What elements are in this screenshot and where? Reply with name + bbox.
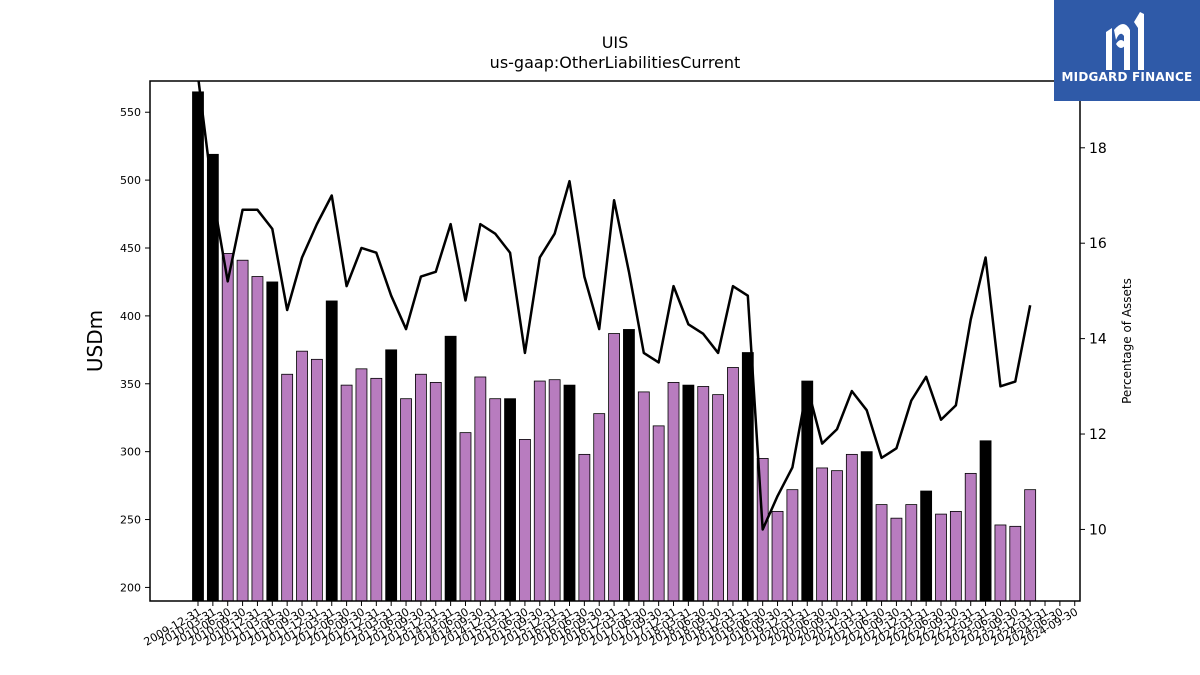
y-tick-label: 200 [120, 581, 141, 594]
midgard-logo-icon [1106, 12, 1144, 70]
bar [949, 510, 962, 601]
brand-logo-text: MIDGARD FINANCE [1061, 70, 1193, 84]
bar [875, 504, 888, 601]
bar [935, 513, 947, 601]
chart-title: UIS [602, 33, 629, 52]
bar [533, 380, 546, 601]
bar [667, 382, 680, 601]
bar [206, 153, 219, 601]
bar [860, 451, 873, 601]
bar [623, 329, 635, 601]
y2-tick-label: 18 [1089, 141, 1107, 157]
y-tick-label: 550 [120, 106, 141, 119]
bar [459, 432, 472, 601]
brand-logo: MIDGARD FINANCE [1054, 0, 1200, 101]
bar [236, 259, 249, 601]
y-tick-label: 350 [120, 378, 141, 391]
plot-area [192, 81, 1037, 601]
bar [845, 453, 858, 601]
bar [296, 350, 308, 601]
bar [563, 384, 576, 601]
bar [281, 373, 294, 601]
chart-subtitle: us-gaap:OtherLiabilitiesCurrent [490, 53, 741, 72]
bar [979, 440, 992, 601]
bar [994, 524, 1007, 601]
bar [310, 358, 323, 601]
bar [712, 394, 724, 601]
bar [489, 398, 502, 601]
bar [816, 467, 829, 601]
plot-frame [149, 80, 1081, 602]
bar [727, 367, 739, 601]
y2-tick-label: 14 [1089, 332, 1107, 348]
bar [905, 504, 918, 601]
bar [444, 335, 457, 601]
y2-tick-label: 16 [1089, 236, 1107, 252]
bar [593, 413, 606, 601]
bar [578, 453, 591, 601]
bar-series [192, 91, 1037, 601]
bar [504, 398, 516, 601]
y-axis-left: 200 250 300 350 400 450 500 550 [120, 106, 150, 594]
bar [548, 379, 561, 601]
y2-tick-label: 10 [1089, 522, 1107, 538]
y2-tick-label: 12 [1089, 427, 1107, 443]
bar [400, 398, 412, 601]
y-axis-label: USDm [83, 310, 107, 372]
bar [192, 91, 204, 601]
bar [637, 391, 650, 601]
bar [519, 439, 531, 601]
bar [370, 377, 383, 601]
bar [682, 384, 695, 601]
y-tick-label: 450 [120, 242, 141, 255]
bar [741, 352, 754, 601]
bar [355, 368, 368, 601]
y-tick-label: 400 [120, 310, 141, 323]
bar [831, 470, 843, 601]
bar [890, 517, 903, 601]
bar [414, 373, 427, 601]
bar [920, 490, 933, 601]
bar [608, 333, 620, 601]
y-axis-right: 10 12 14 16 18 [1080, 141, 1107, 538]
bar [266, 281, 279, 601]
y-tick-label: 300 [120, 446, 141, 459]
bar [325, 300, 338, 601]
x-axis: 2009-12-312010-03-312010-06-302010-09-30… [142, 601, 1080, 649]
y-tick-label: 250 [120, 514, 141, 527]
bar [385, 349, 398, 601]
bar [652, 425, 665, 601]
bar [340, 384, 353, 601]
bar [474, 376, 487, 601]
bar [786, 489, 799, 601]
line-series [197, 81, 1032, 531]
bar [221, 253, 234, 601]
bar [1009, 525, 1022, 601]
percentage-line [197, 81, 1032, 531]
bar [251, 276, 264, 601]
bar [697, 386, 710, 601]
y2-axis-label: Percentage of Assets [1120, 278, 1134, 404]
bar [429, 382, 442, 601]
bar [964, 472, 977, 601]
bar [771, 510, 784, 601]
y-tick-label: 500 [120, 174, 141, 187]
bar [1024, 489, 1037, 601]
